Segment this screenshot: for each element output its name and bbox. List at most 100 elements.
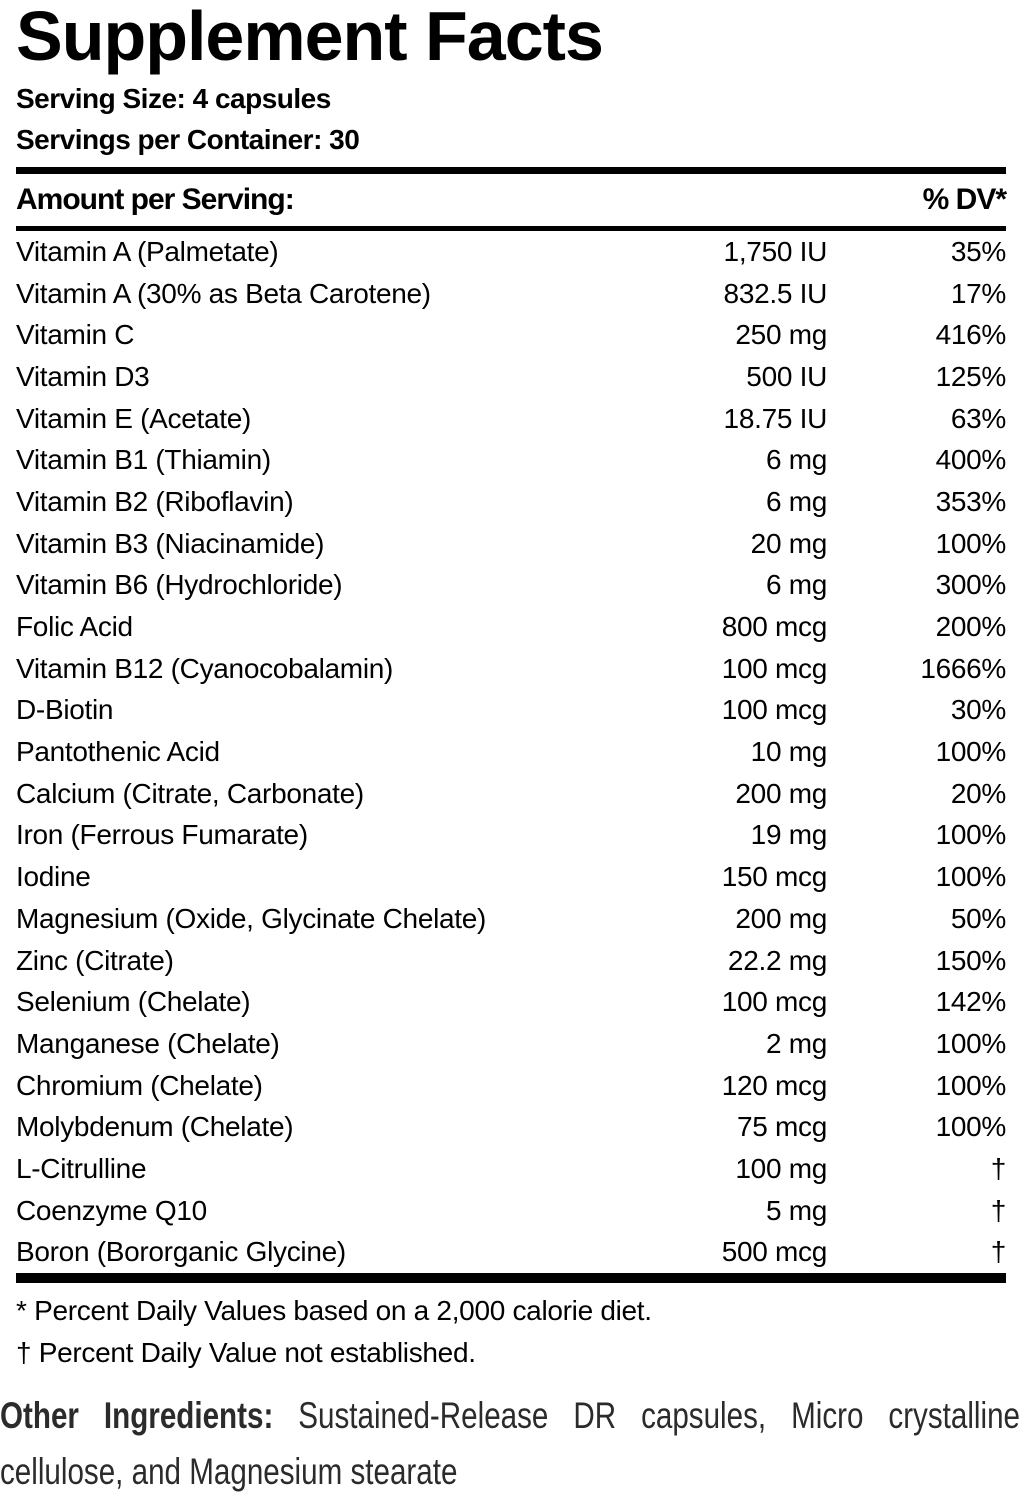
ingredient-name: Vitamin D3	[16, 360, 150, 392]
ingredient-dv: 30%	[950, 694, 1006, 726]
ingredient-name: Vitamin B3 (Niacinamide)	[16, 527, 325, 559]
ingredient-amount: 100 mg	[735, 1152, 827, 1184]
servings-per-container: Servings per Container: 30	[16, 124, 360, 155]
ingredient-dv: 100%	[935, 1069, 1007, 1101]
ingredient-name: Coenzyme Q10	[16, 1194, 207, 1226]
serving-size: Serving Size: 4 capsules	[16, 83, 331, 114]
ingredient-amount: 800 mcg	[721, 611, 828, 643]
panel-title: Supplement Facts	[16, 0, 604, 75]
ingredient-dv: 416%	[935, 319, 1007, 351]
table-row: Manganese (Chelate) 2 mg 100%	[16, 1023, 1006, 1065]
amount-per-serving-header: Amount per Serving:	[16, 183, 295, 216]
ingredient-name: Chromium (Chelate)	[16, 1069, 263, 1101]
ingredient-amount: 6 mg	[765, 569, 827, 601]
ingredient-name: Magnesium (Oxide, Glycinate Chelate)	[16, 902, 487, 934]
ingredient-amount: 500 mcg	[721, 1236, 828, 1268]
ingredient-amount: 100 mcg	[721, 694, 828, 726]
footnote-daily-values: * Percent Daily Values based on a 2,000 …	[16, 1295, 652, 1327]
ingredient-name: Pantothenic Acid	[16, 736, 220, 768]
table-row: L-Citrulline 100 mg †	[16, 1148, 1006, 1190]
ingredient-dv: 125%	[935, 360, 1007, 392]
ingredient-name: Vitamin B6 (Hydrochloride)	[16, 569, 343, 601]
ingredient-name: Vitamin A (30% as Beta Carotene)	[16, 277, 431, 309]
table-row: Vitamin B3 (Niacinamide) 20 mg 100%	[16, 523, 1006, 565]
ingredient-amount: 100 mcg	[721, 986, 828, 1018]
ingredient-name: Molybdenum (Chelate)	[16, 1111, 294, 1143]
ingredient-name: Selenium (Chelate)	[16, 986, 251, 1018]
ingredient-amount: 200 mg	[735, 902, 827, 934]
table-row: Zinc (Citrate) 22.2 mg 150%	[16, 940, 1006, 982]
ingredient-name: Vitamin B12 (Cyanocobalamin)	[16, 652, 394, 684]
ingredient-amount: 10 mg	[750, 736, 828, 768]
ingredient-name: Iodine	[16, 861, 91, 893]
ingredient-dv: 20%	[950, 777, 1006, 809]
ingredient-amount: 250 mg	[735, 319, 827, 351]
ingredient-amount: 100 mcg	[721, 652, 828, 684]
ingredient-dv: 400%	[935, 444, 1007, 476]
ingredient-amount: 150 mcg	[721, 861, 828, 893]
ingredient-amount: 832.5 IU	[723, 277, 828, 309]
other-ingredients-text-line2: cellulose, and Magnesium stearate	[0, 1451, 458, 1493]
ingredient-dv: †	[990, 1194, 1007, 1226]
ingredient-name: Vitamin B2 (Riboflavin)	[16, 485, 294, 517]
ingredient-dv: 100%	[935, 1027, 1007, 1059]
serving-info: Serving Size: 4 capsules Servings per Co…	[16, 78, 1006, 160]
ingredient-amount: 20 mg	[750, 527, 828, 559]
ingredient-dv: 1666%	[920, 652, 1006, 684]
ingredient-dv: 150%	[935, 944, 1007, 976]
table-row: Iodine 150 mcg 100%	[16, 856, 1006, 898]
ingredient-dv: 17%	[950, 277, 1006, 309]
other-ingredients: Other Ingredients: Sustained-Release DR …	[0, 1388, 1020, 1500]
divider-thick-bottom	[16, 1273, 1006, 1284]
ingredient-amount: 6 mg	[765, 444, 827, 476]
table-row: Coenzyme Q10 5 mg †	[16, 1190, 1006, 1232]
ingredient-amount: 1,750 IU	[723, 235, 828, 267]
ingredient-dv: 353%	[935, 485, 1007, 517]
table-row: Molybdenum (Chelate) 75 mcg 100%	[16, 1106, 1006, 1148]
footnotes: * Percent Daily Values based on a 2,000 …	[16, 1283, 1006, 1374]
table-row: Pantothenic Acid 10 mg 100%	[16, 731, 1006, 773]
ingredient-name: Iron (Ferrous Fumarate)	[16, 819, 308, 851]
other-ingredients-label: Other Ingredients:	[0, 1395, 274, 1437]
ingredient-amount: 19 mg	[750, 819, 828, 851]
ingredient-dv: 63%	[950, 402, 1006, 434]
table-row: Chromium (Chelate) 120 mcg 100%	[16, 1065, 1006, 1107]
ingredient-name: Calcium (Citrate, Carbonate)	[16, 777, 364, 809]
ingredient-amount: 2 mg	[765, 1027, 827, 1059]
table-row: Vitamin B1 (Thiamin) 6 mg 400%	[16, 439, 1006, 481]
other-ingredients-line1: Other Ingredients: Sustained-Release DR …	[0, 1388, 1020, 1444]
ingredient-name: Zinc (Citrate)	[16, 944, 174, 976]
ingredient-name: Vitamin E (Acetate)	[16, 402, 251, 434]
ingredient-name: Boron (Bororganic Glycine)	[16, 1236, 346, 1268]
ingredient-amount: 18.75 IU	[723, 402, 828, 434]
ingredient-name: D-Biotin	[16, 694, 114, 726]
table-row: Boron (Bororganic Glycine) 500 mcg †	[16, 1232, 1006, 1274]
table-row: Calcium (Citrate, Carbonate) 200 mg 20%	[16, 773, 1006, 815]
ingredient-dv: †	[990, 1236, 1007, 1268]
ingredient-dv: 35%	[950, 235, 1006, 267]
ingredient-name: Manganese (Chelate)	[16, 1027, 280, 1059]
table-header-row: Amount per Serving: % DV*	[16, 174, 1007, 226]
ingredient-name: Folic Acid	[16, 611, 133, 643]
table-row: Vitamin B2 (Riboflavin) 6 mg 353%	[16, 481, 1006, 523]
ingredient-name: Vitamin C	[16, 319, 135, 351]
ingredient-dv: †	[990, 1152, 1007, 1184]
divider-thick-top	[16, 167, 1006, 174]
ingredient-dv: 200%	[935, 611, 1007, 643]
divider-header	[16, 226, 1006, 231]
table-row: Vitamin C 250 mg 416%	[16, 314, 1006, 356]
ingredient-dv: 100%	[935, 736, 1007, 768]
ingredient-amount: 200 mg	[735, 777, 827, 809]
ingredient-amount: 120 mcg	[721, 1069, 828, 1101]
table-row: Folic Acid 800 mcg 200%	[16, 606, 1006, 648]
ingredient-dv: 100%	[935, 819, 1007, 851]
table-row: Selenium (Chelate) 100 mcg 142%	[16, 981, 1006, 1023]
footnote-not-established: † Percent Daily Value not established.	[16, 1337, 476, 1369]
ingredient-amount: 75 mcg	[736, 1111, 827, 1143]
ingredient-amount: 22.2 mg	[727, 944, 827, 976]
ingredient-name: Vitamin A (Palmetate)	[16, 235, 279, 267]
nutrient-table: Vitamin A (Palmetate) 1,750 IU 35% Vitam…	[16, 231, 1006, 1273]
ingredient-name: Vitamin B1 (Thiamin)	[16, 444, 271, 476]
ingredient-dv: 100%	[935, 861, 1007, 893]
table-row: Iron (Ferrous Fumarate) 19 mg 100%	[16, 815, 1006, 857]
